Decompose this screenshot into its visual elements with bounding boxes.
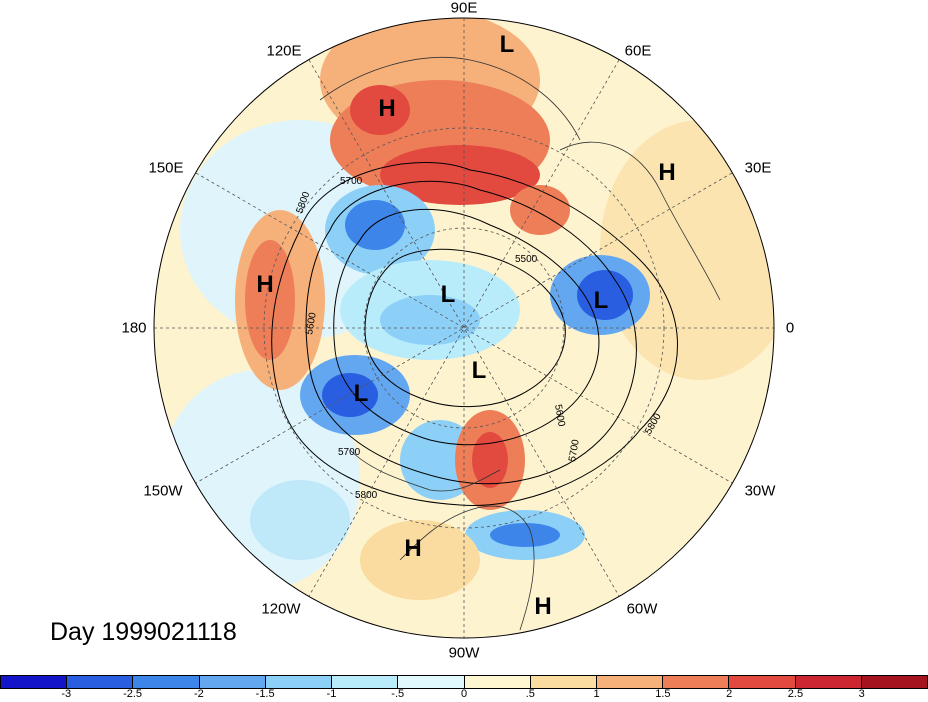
low-pressure-label: L: [500, 31, 515, 58]
colorbar-tick-label: -2.5: [123, 688, 143, 700]
contour-label-5800-b: 5800: [355, 490, 378, 501]
low-pressure-label: L: [441, 281, 456, 308]
high-pressure-label: H: [378, 95, 395, 122]
low-pressure-label: L: [472, 357, 487, 384]
colorbar-tick-label: 0: [460, 688, 468, 700]
colorbar-segment: [795, 676, 862, 688]
low-pressure-label: L: [354, 380, 369, 407]
colorbar-tick-label: 1: [593, 688, 600, 700]
colorbar-tick-label: -1.5: [255, 688, 275, 700]
low-pressure-label: L: [594, 287, 609, 314]
colorbar-segment: [861, 676, 928, 688]
lon-label-120e: 120E: [266, 42, 302, 60]
colorbar-segment: [199, 676, 266, 688]
colorbar: [0, 675, 928, 689]
high-pressure-label: H: [658, 159, 675, 186]
high-pressure-label: H: [256, 271, 273, 298]
lon-label-180: 180: [121, 319, 147, 337]
colorbar-tick-label: 3: [858, 688, 865, 700]
lon-label-90w: 90W: [448, 644, 480, 662]
polar-stereographic-map: 5500 5600 5700 5800 5600 5700 5700 5800 …: [153, 17, 775, 639]
high-pressure-label: H: [534, 593, 551, 620]
lon-label-150e: 150E: [148, 159, 184, 177]
height-contours: [271, 162, 678, 507]
colorbar-tick-label: .5: [525, 688, 535, 700]
lon-label-30e: 30E: [744, 159, 772, 177]
colorbar-tick-label: -.5: [391, 688, 405, 700]
day-title: Day 1999021118: [50, 618, 237, 646]
contour-value-labels: 5500 5600 5700 5800 5600 5700 5700 5800 …: [294, 176, 663, 501]
colorbar-segment: [133, 676, 200, 688]
lon-label-90e: 90E: [450, 0, 478, 17]
lon-label-120w: 120W: [261, 600, 301, 618]
contour-label-5700-c: 5700: [567, 438, 582, 462]
colorbar-segment: [464, 676, 531, 688]
colorbar-segment: [398, 676, 465, 688]
colorbar-segment: [265, 676, 333, 688]
lon-label-30w: 30W: [744, 482, 776, 500]
colorbar-tick-label: -2: [193, 688, 204, 700]
colorbar-tick-label: -3: [61, 688, 72, 700]
lon-label-150w: 150W: [143, 482, 183, 500]
colorbar-tick-label: -1: [326, 688, 337, 700]
contour-label-5600-b: 5600: [552, 404, 567, 428]
colorbar-tick-label: 2: [726, 688, 733, 700]
contour-label-5600: 5600: [304, 311, 319, 335]
colorbar-segment: [332, 676, 399, 688]
colorbar-tick-label: 1.5: [655, 688, 671, 700]
lon-label-0: 0: [785, 319, 795, 337]
coastlines: [319, 57, 721, 631]
high-pressure-label: H: [404, 535, 421, 562]
graticule: [154, 18, 774, 638]
colorbar-segment: [67, 676, 134, 688]
map-boundary: [153, 17, 775, 639]
contour-label-5500: 5500: [515, 254, 538, 265]
colorbar-segment: [663, 676, 730, 688]
contour-label-5700: 5700: [340, 176, 363, 187]
lon-label-60w: 60W: [626, 600, 658, 618]
pressure-centers: H H H H H L L L L L: [256, 31, 675, 620]
colorbar-tick-label: 2.5: [787, 688, 804, 700]
anomaly-field: [154, 18, 774, 638]
lon-label-60e: 60E: [624, 42, 652, 60]
colorbar-segment: [1, 676, 68, 688]
colorbar-segment: [530, 676, 597, 688]
colorbar-segment: [729, 676, 796, 688]
contour-label-5700-b: 5700: [338, 447, 361, 458]
colorbar-segment: [596, 676, 664, 688]
